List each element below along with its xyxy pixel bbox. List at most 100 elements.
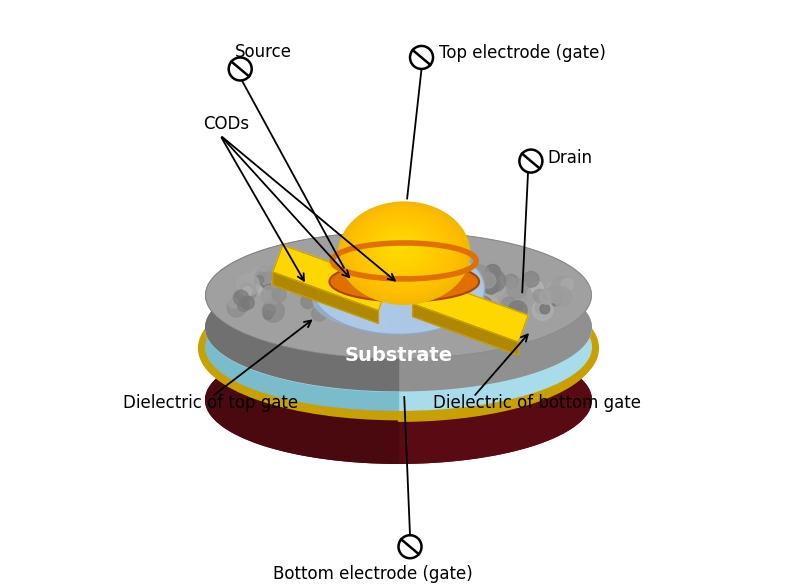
Circle shape bbox=[347, 312, 356, 322]
Circle shape bbox=[260, 273, 271, 284]
Circle shape bbox=[312, 306, 327, 321]
Polygon shape bbox=[398, 265, 591, 410]
Circle shape bbox=[416, 275, 434, 293]
Ellipse shape bbox=[338, 201, 470, 305]
Circle shape bbox=[383, 285, 405, 307]
Ellipse shape bbox=[383, 234, 418, 261]
Text: Top electrode (gate): Top electrode (gate) bbox=[439, 44, 606, 62]
Circle shape bbox=[483, 270, 505, 292]
Ellipse shape bbox=[206, 336, 591, 463]
Circle shape bbox=[287, 271, 306, 290]
Ellipse shape bbox=[391, 239, 409, 254]
Circle shape bbox=[238, 300, 249, 312]
Circle shape bbox=[475, 291, 497, 313]
Circle shape bbox=[368, 268, 387, 286]
Circle shape bbox=[377, 303, 389, 315]
Circle shape bbox=[251, 267, 270, 286]
Ellipse shape bbox=[344, 206, 463, 299]
Ellipse shape bbox=[346, 207, 461, 297]
Circle shape bbox=[272, 278, 283, 289]
Ellipse shape bbox=[360, 218, 444, 283]
Circle shape bbox=[508, 301, 527, 320]
Circle shape bbox=[332, 264, 351, 284]
Circle shape bbox=[540, 304, 550, 314]
Circle shape bbox=[540, 291, 553, 304]
Ellipse shape bbox=[367, 222, 437, 277]
Circle shape bbox=[351, 279, 364, 291]
Circle shape bbox=[471, 296, 493, 318]
Ellipse shape bbox=[348, 209, 458, 295]
Circle shape bbox=[229, 298, 238, 308]
Ellipse shape bbox=[206, 265, 591, 392]
Circle shape bbox=[237, 289, 249, 302]
Circle shape bbox=[383, 302, 396, 315]
Ellipse shape bbox=[312, 242, 485, 335]
Circle shape bbox=[383, 275, 391, 284]
Circle shape bbox=[479, 277, 493, 292]
Circle shape bbox=[261, 286, 280, 304]
Circle shape bbox=[426, 269, 438, 280]
Circle shape bbox=[399, 272, 412, 285]
Circle shape bbox=[278, 290, 289, 301]
Circle shape bbox=[505, 275, 518, 288]
Circle shape bbox=[505, 276, 516, 288]
Circle shape bbox=[272, 288, 286, 302]
Polygon shape bbox=[398, 232, 591, 391]
Circle shape bbox=[272, 288, 281, 298]
Circle shape bbox=[501, 309, 510, 318]
Circle shape bbox=[426, 266, 443, 284]
Circle shape bbox=[257, 282, 265, 291]
Ellipse shape bbox=[363, 219, 442, 281]
Circle shape bbox=[536, 302, 548, 314]
Circle shape bbox=[332, 295, 347, 309]
Circle shape bbox=[414, 282, 433, 301]
Circle shape bbox=[379, 286, 390, 296]
Ellipse shape bbox=[350, 210, 456, 293]
Circle shape bbox=[256, 266, 274, 284]
Circle shape bbox=[532, 300, 553, 321]
Circle shape bbox=[261, 272, 278, 289]
Circle shape bbox=[255, 276, 264, 284]
Circle shape bbox=[422, 282, 432, 292]
Circle shape bbox=[481, 288, 502, 309]
Circle shape bbox=[368, 282, 382, 295]
Circle shape bbox=[326, 284, 347, 305]
Circle shape bbox=[412, 303, 434, 326]
Circle shape bbox=[436, 284, 453, 301]
Circle shape bbox=[485, 265, 501, 280]
Circle shape bbox=[552, 286, 571, 306]
Ellipse shape bbox=[377, 230, 425, 267]
Circle shape bbox=[447, 316, 456, 324]
Circle shape bbox=[234, 290, 249, 305]
Circle shape bbox=[439, 312, 449, 322]
Circle shape bbox=[332, 278, 340, 286]
Ellipse shape bbox=[395, 242, 404, 249]
Text: Dielectric of bottom gate: Dielectric of bottom gate bbox=[433, 394, 641, 412]
Polygon shape bbox=[273, 272, 379, 323]
Ellipse shape bbox=[368, 224, 434, 275]
Circle shape bbox=[261, 285, 281, 305]
Circle shape bbox=[514, 302, 523, 311]
Polygon shape bbox=[206, 265, 398, 410]
Circle shape bbox=[465, 308, 474, 317]
Circle shape bbox=[513, 290, 527, 303]
Circle shape bbox=[421, 309, 438, 326]
Text: Source: Source bbox=[234, 43, 292, 60]
Text: CODs: CODs bbox=[202, 114, 249, 133]
Ellipse shape bbox=[381, 232, 420, 263]
Circle shape bbox=[365, 280, 383, 298]
Ellipse shape bbox=[375, 228, 427, 269]
Circle shape bbox=[258, 286, 269, 297]
Circle shape bbox=[330, 265, 343, 278]
Circle shape bbox=[434, 297, 453, 316]
Circle shape bbox=[429, 273, 440, 285]
Circle shape bbox=[406, 261, 426, 281]
Circle shape bbox=[485, 302, 501, 318]
Ellipse shape bbox=[389, 238, 411, 255]
Circle shape bbox=[507, 278, 527, 299]
Circle shape bbox=[392, 312, 401, 321]
Circle shape bbox=[272, 275, 285, 288]
Ellipse shape bbox=[372, 227, 430, 271]
Circle shape bbox=[440, 271, 454, 285]
Circle shape bbox=[347, 300, 358, 311]
